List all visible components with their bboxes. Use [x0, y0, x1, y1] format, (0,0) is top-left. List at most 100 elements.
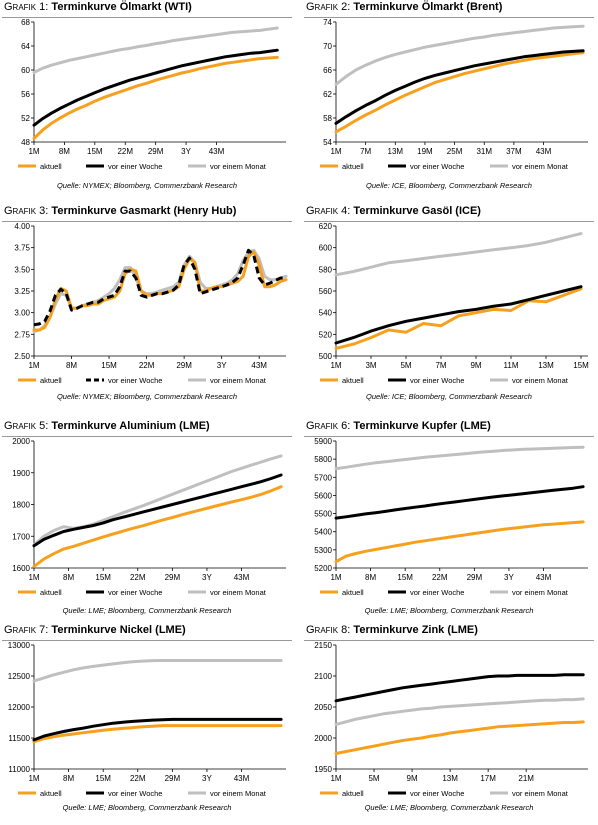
x-tick-label: 3M	[365, 361, 376, 370]
x-tick-label: 13M	[538, 361, 554, 370]
series-line	[334, 697, 585, 726]
y-tick-label: 60	[21, 66, 30, 75]
chart-svg: 1950 2000 2050 2100 2150 1M 5M 9M 13M 17M 21M aktue…	[314, 641, 588, 798]
chart-panel-g2: Grafik 2: Terminkurve Ölmarkt (Brent) 54…	[304, 0, 598, 202]
y-tick-label: 520	[319, 330, 333, 339]
series-line	[33, 248, 286, 327]
x-tick-label: 7M	[360, 147, 371, 156]
y-tick-label: 74	[323, 18, 332, 27]
chart-svg: 2.50 2.75 3.00 3.25 3.50 3.75 4.00 1M 8M 15M 22M 29…	[14, 222, 288, 385]
x-tick-label: 25M	[447, 147, 463, 156]
x-tick-label: 8M	[63, 774, 74, 783]
chart-title: Grafik 3: Terminkurve Gasmarkt (Henry Hu…	[4, 205, 237, 217]
series-line	[334, 232, 583, 277]
chart-title: Grafik 4: Terminkurve Gasöl (ICE)	[306, 205, 481, 217]
series-line	[334, 520, 585, 564]
title-rule	[304, 436, 594, 437]
x-tick-label: 13M	[442, 774, 458, 783]
title-rule	[304, 640, 594, 641]
chart-title: Grafik 6: Terminkurve Kupfer (LME)	[306, 420, 491, 432]
x-tick-label: 29M	[165, 573, 181, 582]
x-tick-label: 29M	[176, 361, 192, 370]
legend-label: vor einem Monat	[210, 588, 267, 597]
x-tick-label: 29M	[165, 774, 181, 783]
x-tick-label: 29M	[467, 573, 483, 582]
x-tick-label: 43M	[536, 147, 552, 156]
legend-label: aktuell	[40, 376, 62, 385]
y-tick-label: 560	[319, 287, 333, 296]
chart-panel-g4: Grafik 4: Terminkurve Gasöl (ICE) 500 520…	[304, 204, 598, 406]
y-tick-label: 64	[21, 42, 30, 51]
x-tick-label: 3Y	[217, 361, 227, 370]
y-tick-label: 5500	[314, 510, 332, 519]
legend-label: aktuell	[342, 789, 364, 798]
x-tick-label: 22M	[130, 573, 146, 582]
title-rule	[304, 17, 594, 18]
y-tick-label: 11500	[8, 734, 30, 743]
y-tick-label: 5900	[314, 437, 332, 446]
y-tick-label: 1800	[12, 501, 30, 510]
chart-svg: 1600 1700 1800 1900 2000 1M 8M 15M 22M 29M 3Y 43M ak…	[12, 437, 286, 597]
y-tick-label: 5600	[314, 491, 332, 500]
y-tick-label: 1600	[12, 564, 30, 573]
title-rule	[2, 221, 292, 222]
y-tick-label: 5800	[314, 455, 332, 464]
x-tick-label: 9M	[407, 774, 418, 783]
chart-source: Quelle: NYMEX; Bloomberg, Commerzbank Re…	[56, 181, 238, 190]
chart-source: Quelle: ICE, Bloomberg, Commerzbank Rese…	[366, 181, 532, 190]
series-line	[32, 659, 283, 683]
legend-label: vor einem Monat	[512, 789, 569, 798]
x-tick-label: 43M	[536, 573, 552, 582]
x-tick-label: 15M	[397, 573, 413, 582]
y-tick-label: 4.00	[14, 222, 30, 231]
chart-title: Grafik 8: Terminkurve Zink (LME)	[306, 624, 478, 636]
legend-label: aktuell	[40, 789, 62, 798]
title-rule	[2, 436, 292, 437]
y-tick-label: 2.75	[14, 330, 30, 339]
series-line	[334, 485, 585, 520]
chart-svg: 11000 11500 12000 12500 13000 1M 8M 15M 22M 29M 3Y…	[8, 641, 286, 798]
chart-panel-g5: Grafik 5: Terminkurve Aluminium (LME) 16…	[2, 419, 300, 621]
x-tick-label: 15M	[95, 573, 111, 582]
x-tick-label: 3Y	[202, 774, 212, 783]
series-line	[334, 24, 585, 86]
y-tick-label: 66	[323, 66, 332, 75]
x-tick-label: 31M	[476, 147, 492, 156]
y-tick-label: 580	[319, 265, 333, 274]
legend-label: vor einem Monat	[512, 376, 569, 385]
y-tick-label: 3.75	[14, 244, 30, 253]
series-line	[334, 49, 585, 125]
series-line	[334, 720, 585, 755]
chart-panel-g7: Grafik 7: Terminkurve Nickel (LME) 11000…	[2, 623, 300, 825]
x-tick-label: 15M	[95, 774, 111, 783]
x-tick-label: 13M	[388, 147, 404, 156]
series-line	[32, 55, 279, 140]
x-tick-label: 1M	[330, 774, 341, 783]
x-tick-label: 43M	[234, 774, 250, 783]
x-tick-label: 1M	[330, 361, 341, 370]
series-line	[334, 287, 583, 350]
x-tick-label: 9M	[470, 361, 481, 370]
chart-source: Quelle: NYMEX; Bloomberg, Commerzbank Re…	[56, 392, 238, 401]
x-tick-label: 19M	[417, 147, 433, 156]
y-tick-label: 12000	[8, 703, 31, 712]
title-rule	[2, 17, 292, 18]
x-tick-label: 5M	[400, 361, 411, 370]
chart-panel-g8: Grafik 8: Terminkurve Zink (LME) 1950 200…	[304, 623, 598, 825]
x-tick-label: 22M	[432, 573, 448, 582]
legend-label: aktuell	[342, 162, 364, 171]
chart-panel-g3: Grafik 3: Terminkurve Gasmarkt (Henry Hu…	[2, 204, 300, 406]
chart-title: Grafik 2: Terminkurve Ölmarkt (Brent)	[306, 1, 503, 13]
y-tick-label: 52	[21, 114, 30, 123]
x-tick-label: 3Y	[181, 147, 191, 156]
y-tick-label: 13000	[8, 641, 31, 650]
y-tick-label: 540	[319, 309, 333, 318]
y-tick-label: 70	[323, 42, 332, 51]
legend-label: vor einer Woche	[410, 789, 464, 798]
y-tick-label: 58	[323, 114, 332, 123]
chart-svg: 500 520 540 560 580 600 620 1M 3M 5M 7M 9M 11M 13M 15M…	[319, 222, 589, 385]
x-tick-label: 11M	[504, 361, 519, 370]
chart-panel-g1: Grafik 1: Terminkurve Ölmarkt (WTI) 48 52…	[2, 0, 300, 202]
series-line	[32, 717, 283, 742]
legend-label: vor einer Woche	[108, 789, 162, 798]
